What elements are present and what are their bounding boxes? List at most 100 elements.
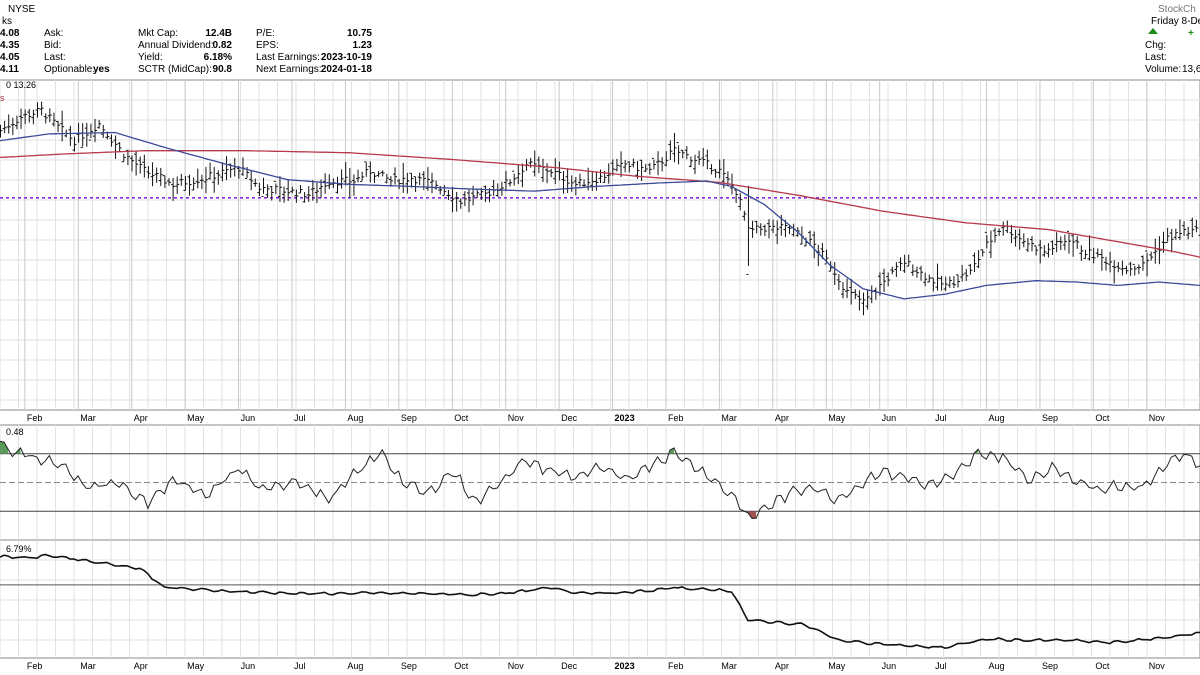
x-tick-label: May: [828, 413, 846, 423]
ohlc-bar: [290, 186, 295, 194]
ohlc-bar: [286, 179, 291, 201]
ohlc-bar: [549, 168, 554, 178]
eps-value: 1.23: [353, 40, 373, 51]
tick-prefix: ks: [2, 16, 12, 27]
x-tick-label: Oct: [454, 413, 469, 423]
chg-up-arrow-icon: [1148, 28, 1158, 34]
ohlc-bar: [327, 174, 332, 190]
ohlc-bar: [701, 147, 706, 167]
ohlc-bar: [935, 263, 940, 291]
chg-value: +: [1188, 28, 1194, 39]
ohlc-bar: [364, 161, 369, 177]
x-tick-label: Mar: [721, 413, 737, 423]
x-tick-label: Sep: [401, 661, 417, 671]
ohlc-bar: [1083, 249, 1088, 259]
ohlc-bar: [130, 155, 135, 172]
x-tick-label: Feb: [668, 413, 684, 423]
ohlc-bar: [532, 150, 537, 177]
pe-label: P/E:: [256, 28, 275, 39]
ohlc-bar: [80, 123, 85, 148]
ohlc-bar: [1099, 249, 1104, 271]
relative-panel-label: 6.79%: [6, 544, 32, 554]
ohlc-bar: [483, 185, 488, 202]
quote-date: Friday 8-De: [1151, 16, 1200, 27]
ohlc-bar: [627, 161, 632, 173]
ohlc-bar: [380, 170, 385, 177]
ohlc-bar: [956, 274, 961, 288]
ohlc-bar: [216, 170, 221, 185]
ohlc-bar: [60, 110, 65, 142]
ohlc-bar: [1087, 235, 1092, 261]
ohlc-bar: [832, 262, 837, 286]
ohlc-bar: [812, 231, 817, 259]
ohlc-bar: [97, 119, 102, 129]
ohlc-bar: [360, 171, 365, 183]
ohlc-bar: [72, 136, 77, 152]
ohlc-bar: [1169, 228, 1174, 253]
ohlc-bar: [619, 151, 624, 178]
ohlc-bar: [146, 166, 151, 179]
dividend-value: 0.82: [213, 40, 233, 51]
last-label: Last:: [44, 52, 66, 63]
x-tick-label: May: [828, 661, 846, 671]
x-tick-label: Nov: [1149, 661, 1166, 671]
ohlc-bar: [23, 109, 28, 125]
ohlc-bar: [890, 266, 895, 275]
ohlc-bar: [590, 171, 595, 191]
x-tick-label: Sep: [1042, 413, 1058, 423]
ohlc-bar: [508, 179, 513, 187]
ohlc-bar: [993, 227, 998, 243]
ohlc-bar: [853, 289, 858, 300]
ohlc-bar: [1062, 234, 1067, 251]
ohlc-bar: [306, 186, 311, 202]
ohlc-bar: [413, 176, 418, 192]
ohlc-bar: [220, 162, 225, 182]
price-cell-4: 4.11: [0, 64, 19, 75]
ohlc-bar: [1042, 245, 1047, 257]
ohlc-bar: [298, 185, 303, 194]
ohlc-bar: [450, 186, 455, 213]
ohlc-bar: [610, 159, 615, 176]
ohlc-bar: [808, 230, 813, 246]
ohlc-bar: [512, 170, 517, 186]
sctr-value: 90.8: [213, 64, 233, 75]
ohlc-bar: [594, 171, 599, 191]
ohlc-bar: [1038, 239, 1043, 264]
ohlc-bar: [709, 164, 714, 175]
x-tick-label: Apr: [775, 413, 789, 423]
ohlc-bar: [134, 150, 139, 176]
ohlc-bar: [1079, 245, 1084, 261]
ohlc-bar: [183, 176, 188, 192]
ohlc-bar: [1120, 260, 1125, 276]
ohlc-bar: [323, 173, 328, 194]
x-tick-label: Aug: [989, 413, 1005, 423]
ohlc-bar: [339, 169, 344, 189]
ohlc-bar: [923, 272, 928, 287]
ohlc-bar: [931, 277, 936, 292]
next-earnings-value: 2024-01-18: [321, 64, 373, 75]
ohlc-bar: [121, 153, 126, 163]
ohlc-bar: [684, 146, 689, 160]
ohlc-bar: [187, 174, 192, 196]
ohlc-bar: [676, 142, 681, 165]
ohlc-bar: [758, 223, 763, 236]
ohlc-bar: [2, 120, 7, 134]
ohlc-bar: [191, 177, 196, 191]
price-cell-3: 4.05: [0, 52, 20, 63]
pe-value: 10.75: [347, 28, 372, 39]
ohlc-bar: [343, 162, 348, 186]
short-moving-average-line: [0, 131, 1200, 300]
ohlc-bar: [688, 156, 693, 168]
x-tick-label: Nov: [508, 413, 525, 423]
ohlc-bar: [771, 219, 776, 233]
x-tick-label: Jul: [935, 413, 947, 423]
ohlc-bar: [951, 276, 956, 289]
ohlc-bar: [446, 189, 451, 200]
ohlc-bar: [1071, 233, 1076, 257]
x-tick-label: Jun: [882, 413, 897, 423]
ohlc-bar: [1046, 243, 1051, 258]
ohlc-bar: [553, 158, 558, 185]
header-info: NYSE ks 4.08 4.35 4.05 4.11 Ask: Bid: La…: [0, 4, 1200, 75]
ohlc-bar: [762, 224, 767, 237]
ohlc-bar: [1128, 261, 1133, 276]
